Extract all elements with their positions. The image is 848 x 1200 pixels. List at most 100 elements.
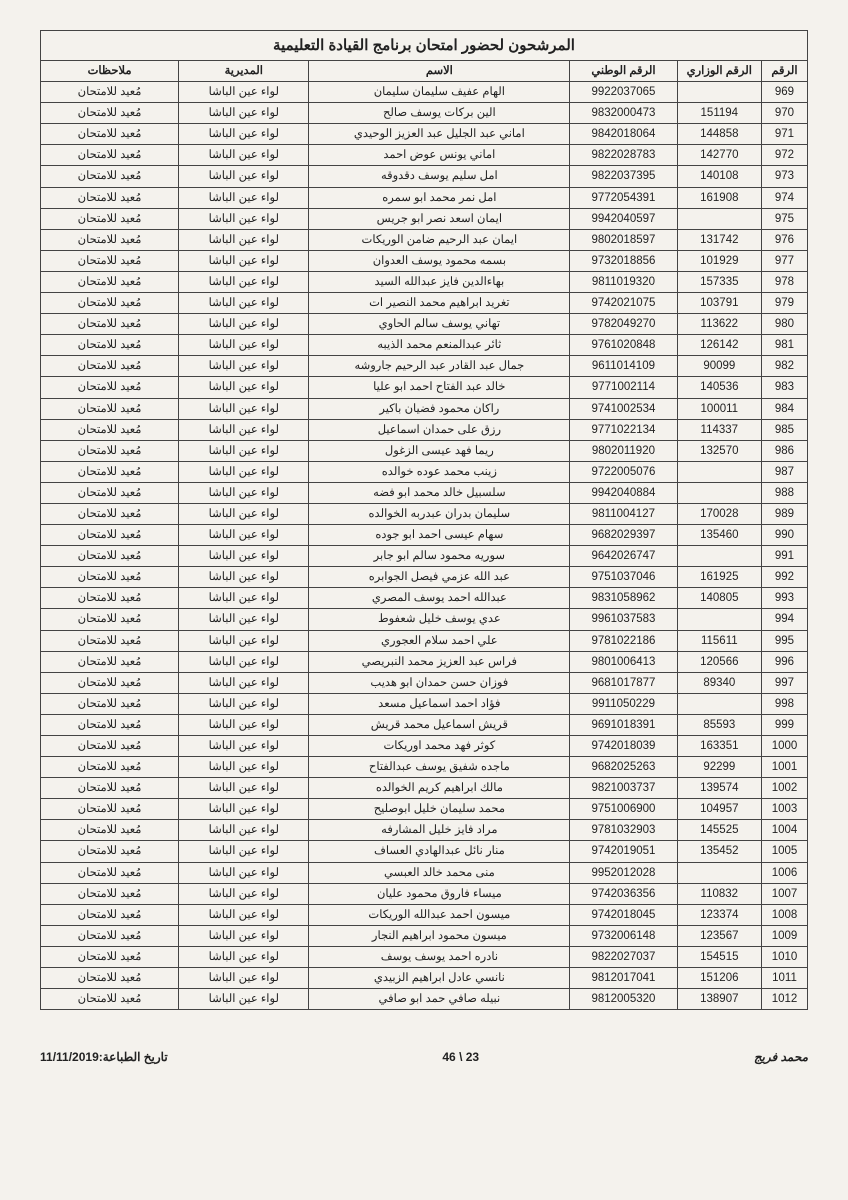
cell-number: 984 — [761, 398, 807, 419]
cell-number: 997 — [761, 672, 807, 693]
table-row: 9701511949832000473الين بركات يوسف صالحل… — [41, 103, 808, 124]
col-header-number: الرقم — [761, 61, 807, 82]
cell-ministry-id: 103791 — [677, 293, 761, 314]
cell-directorate: لواء عين الباشا — [179, 757, 309, 778]
table-row: 9699922037065الهام عفيف سليمان سليمانلوا… — [41, 82, 808, 103]
table-row: 10071108329742036356ميساء فاروق محمود عل… — [41, 883, 808, 904]
cell-ministry-id: 154515 — [677, 946, 761, 967]
cell-ministry-id: 145525 — [677, 820, 761, 841]
cell-directorate: لواء عين الباشا — [179, 651, 309, 672]
cell-national-id: 9751037046 — [570, 567, 677, 588]
cell-name: كوثر فهد محمد اوريكات — [309, 736, 570, 757]
cell-number: 974 — [761, 187, 807, 208]
cell-national-id: 9691018391 — [570, 714, 677, 735]
cell-ministry-id: 151206 — [677, 968, 761, 989]
cell-number: 981 — [761, 335, 807, 356]
cell-directorate: لواء عين الباشا — [179, 377, 309, 398]
table-row: 9721427709822028783اماني يونس عوض احمدلو… — [41, 145, 808, 166]
cell-national-id: 9842018064 — [570, 124, 677, 145]
cell-number: 990 — [761, 525, 807, 546]
cell-name: بسمه محمود يوسف العدوان — [309, 250, 570, 271]
cell-ministry-id: 151194 — [677, 103, 761, 124]
cell-number: 1010 — [761, 946, 807, 967]
cell-number: 996 — [761, 651, 807, 672]
cell-name: علي احمد سلام العجوري — [309, 630, 570, 651]
cell-directorate: لواء عين الباشا — [179, 145, 309, 166]
cell-ministry-id: 123567 — [677, 925, 761, 946]
cell-national-id: 9942040597 — [570, 208, 677, 229]
table-row: 9761317429802018597ايمان عبد الرحيم ضامن… — [41, 229, 808, 250]
cell-national-id: 9682029397 — [570, 525, 677, 546]
cell-national-id: 9681017877 — [570, 672, 677, 693]
table-row: 9801136229782049270تهاني يوسف سالم الحاو… — [41, 314, 808, 335]
cell-ministry-id — [677, 862, 761, 883]
cell-ministry-id: 135460 — [677, 525, 761, 546]
cell-name: فوزان حسن حمدان ابو هديب — [309, 672, 570, 693]
cell-notes: مُعيد للامتحان — [41, 314, 179, 335]
cell-directorate: لواء عين الباشا — [179, 904, 309, 925]
cell-name: الين بركات يوسف صالح — [309, 103, 570, 124]
cell-name: ريما فهد عيسى الزغول — [309, 440, 570, 461]
cell-directorate: لواء عين الباشا — [179, 925, 309, 946]
signature: محمد فريج — [754, 1050, 808, 1064]
cell-notes: مُعيد للامتحان — [41, 714, 179, 735]
cell-ministry-id: 85593 — [677, 714, 761, 735]
table-row: 9921619259751037046عبد الله عزمي فيصل ال… — [41, 567, 808, 588]
cell-notes: مُعيد للامتحان — [41, 904, 179, 925]
cell-ministry-id: 120566 — [677, 651, 761, 672]
cell-national-id: 9742018039 — [570, 736, 677, 757]
cell-ministry-id — [677, 609, 761, 630]
candidates-table: المرشحون لحضور امتحان برنامج القيادة الت… — [40, 30, 808, 1010]
cell-notes: مُعيد للامتحان — [41, 503, 179, 524]
col-header-national-id: الرقم الوطني — [570, 61, 677, 82]
cell-national-id: 9732018856 — [570, 250, 677, 271]
cell-notes: مُعيد للامتحان — [41, 778, 179, 799]
cell-notes: مُعيد للامتحان — [41, 883, 179, 904]
cell-directorate: لواء عين الباشا — [179, 609, 309, 630]
cell-ministry-id: 114337 — [677, 419, 761, 440]
cell-notes: مُعيد للامتحان — [41, 293, 179, 314]
cell-notes: مُعيد للامتحان — [41, 187, 179, 208]
cell-notes: مُعيد للامتحان — [41, 82, 179, 103]
cell-directorate: لواء عين الباشا — [179, 398, 309, 419]
cell-name: مراد فايز خليل المشارفه — [309, 820, 570, 841]
cell-notes: مُعيد للامتحان — [41, 546, 179, 567]
cell-national-id: 9781032903 — [570, 820, 677, 841]
cell-number: 992 — [761, 567, 807, 588]
cell-number: 1004 — [761, 820, 807, 841]
page-number: 23 \ 46 — [442, 1050, 479, 1064]
cell-name: نانسي عادل ابراهيم الزبيدي — [309, 968, 570, 989]
cell-directorate: لواء عين الباشا — [179, 946, 309, 967]
cell-number: 976 — [761, 229, 807, 250]
cell-number: 1000 — [761, 736, 807, 757]
cell-national-id: 9832000473 — [570, 103, 677, 124]
table-row: 9879722005076زينب محمد عوده خوالدهلواء ع… — [41, 461, 808, 482]
table-row: 9781573359811019320بهاءالدين فايز عبدالل… — [41, 271, 808, 292]
table-row: 9961205669801006413فراس عبد العزيز محمد … — [41, 651, 808, 672]
cell-notes: مُعيد للامتحان — [41, 989, 179, 1010]
cell-name: زينب محمد عوده خوالده — [309, 461, 570, 482]
cell-number: 986 — [761, 440, 807, 461]
cell-notes: مُعيد للامتحان — [41, 946, 179, 967]
cell-directorate: لواء عين الباشا — [179, 482, 309, 503]
table-row: 10001633519742018039كوثر فهد محمد اوريكا… — [41, 736, 808, 757]
cell-directorate: لواء عين الباشا — [179, 166, 309, 187]
cell-national-id: 9961037583 — [570, 609, 677, 630]
cell-ministry-id: 123374 — [677, 904, 761, 925]
cell-number: 989 — [761, 503, 807, 524]
cell-national-id: 9782049270 — [570, 314, 677, 335]
cell-notes: مُعيد للامتحان — [41, 820, 179, 841]
cell-number: 983 — [761, 377, 807, 398]
cell-ministry-id: 135452 — [677, 841, 761, 862]
cell-ministry-id: 90099 — [677, 356, 761, 377]
table-title: المرشحون لحضور امتحان برنامج القيادة الت… — [41, 31, 808, 61]
cell-national-id: 9771002114 — [570, 377, 677, 398]
table-row: 9901354609682029397سهام عيسى احمد ابو جو… — [41, 525, 808, 546]
cell-notes: مُعيد للامتحان — [41, 124, 179, 145]
cell-national-id: 9742036356 — [570, 883, 677, 904]
cell-number: 982 — [761, 356, 807, 377]
cell-national-id: 9822028783 — [570, 145, 677, 166]
cell-number: 972 — [761, 145, 807, 166]
cell-directorate: لواء عين الباشا — [179, 714, 309, 735]
cell-directorate: لواء عين الباشا — [179, 820, 309, 841]
